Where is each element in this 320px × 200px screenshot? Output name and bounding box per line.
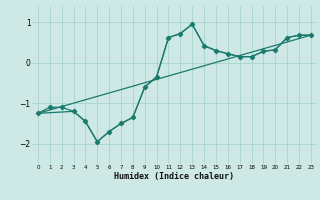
X-axis label: Humidex (Indice chaleur): Humidex (Indice chaleur) [115, 172, 234, 181]
